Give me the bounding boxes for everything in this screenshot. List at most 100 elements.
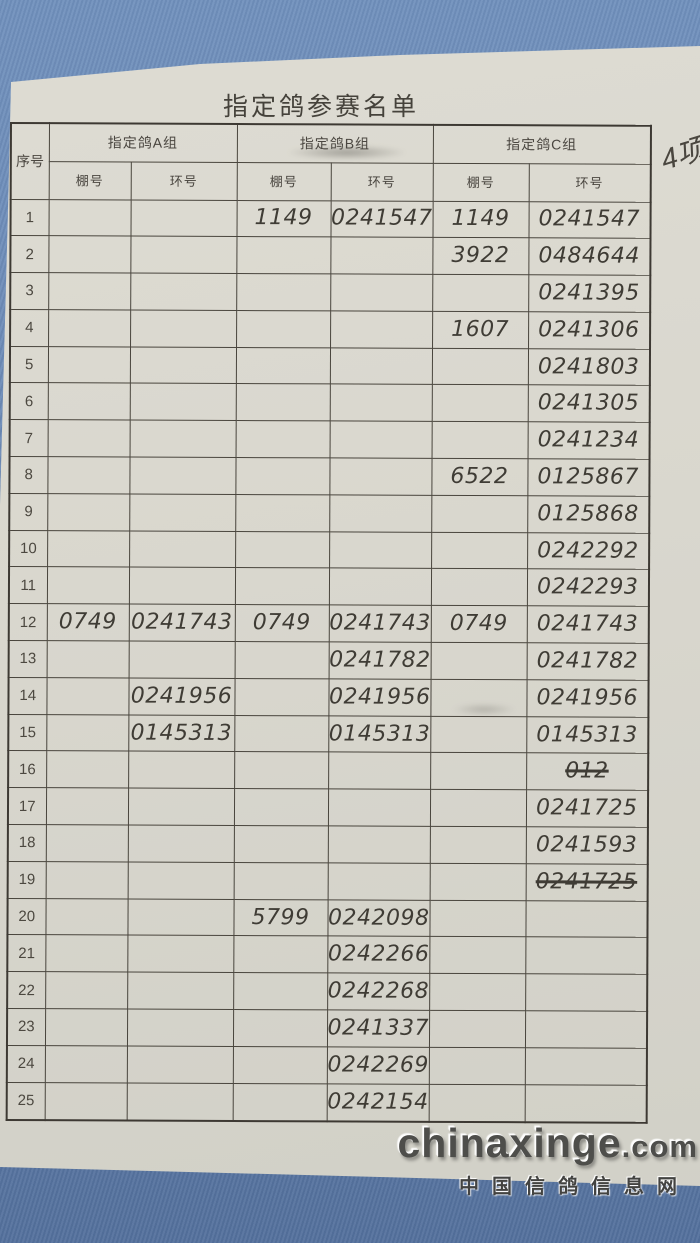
- serial-cell: 5: [9, 346, 49, 384]
- cell-b-loft: [236, 236, 331, 274]
- cell-a-ring: [129, 346, 237, 384]
- serial-cell: 15: [8, 714, 47, 752]
- cell-a-loft: [47, 346, 131, 384]
- table-row: 9 0125868: [9, 493, 650, 533]
- table-row: 25 0242154: [6, 1082, 647, 1123]
- cell-c-loft: [429, 899, 526, 938]
- cell-c-ring: [524, 1084, 647, 1123]
- cell-b-loft: [233, 788, 329, 826]
- cell-a-loft: [45, 935, 128, 973]
- cell-c-ring: [524, 1047, 647, 1085]
- cell-b-ring: [329, 457, 432, 496]
- cell-c-ring: 0241305: [527, 385, 650, 423]
- serial-cell: 24: [6, 1045, 45, 1083]
- cell-a-ring: [127, 935, 234, 973]
- cell-b-ring: 0241337: [326, 1009, 430, 1048]
- cell-c-ring: 012: [526, 753, 649, 791]
- table-row: 24 0242269: [6, 1045, 647, 1085]
- cell-c-loft: [430, 679, 527, 717]
- table-row: 19 0241725: [7, 861, 648, 901]
- serial-cell: 4: [10, 309, 49, 347]
- cell-a-ring: [128, 567, 236, 605]
- cell-a-loft: [47, 419, 130, 458]
- cell-b-ring: [329, 531, 432, 569]
- table-row: 22 0242268: [7, 971, 648, 1012]
- cell-c-loft: [429, 973, 526, 1011]
- cell-a-loft: [46, 677, 129, 715]
- pigeon-entry-table: 序号 指定鸽A组 指定鸽B组 指定鸽C组 棚号 环号 棚号 环号 棚号 环号 1…: [5, 122, 652, 1124]
- cell-a-ring: 0145313: [128, 714, 235, 752]
- cell-c-loft: 1607: [432, 311, 529, 349]
- cell-c-loft: 6522: [431, 458, 528, 496]
- cell-b-loft: [236, 310, 331, 348]
- cell-b-ring: 0242154: [326, 1083, 429, 1122]
- cell-c-loft: [430, 642, 527, 680]
- cell-c-loft: [431, 348, 529, 386]
- cell-c-ring: 0241743: [526, 606, 649, 644]
- cell-c-loft: [429, 789, 527, 827]
- cell-c-ring: 0241593: [525, 826, 648, 865]
- cell-a-ring: [127, 788, 235, 826]
- cell-b-loft: [233, 825, 328, 863]
- group-header-row: 序号 指定鸽A组 指定鸽B组 指定鸽C组: [10, 123, 651, 200]
- cell-a-loft: [46, 567, 130, 605]
- serial-cell: 11: [8, 566, 48, 604]
- cell-a-ring: 0241956: [128, 677, 235, 716]
- cell-a-ring: [130, 199, 237, 237]
- table-body: 1 1149 0241547 1149 0241547 2 3922 0484644 3 0241…: [6, 199, 651, 1123]
- cell-a-ring: [129, 457, 236, 495]
- cell-a-ring: [126, 1045, 233, 1084]
- cell-c-loft: [430, 715, 527, 754]
- serial-cell: 14: [8, 677, 47, 715]
- cell-c-loft: [430, 752, 527, 791]
- cell-c-loft: [430, 568, 528, 607]
- serial-cell: 17: [7, 787, 47, 825]
- cell-a-loft: [48, 272, 131, 310]
- cell-a-ring: [126, 1009, 234, 1047]
- cell-a-ring: [130, 236, 237, 274]
- cell-b-loft: 1149: [236, 199, 331, 238]
- group-c-ring-header: 环号: [528, 163, 651, 202]
- cell-c-loft: 1149: [432, 200, 529, 239]
- serial-cell: 21: [7, 934, 46, 972]
- table-row: 23 0241337: [6, 1008, 648, 1049]
- cell-a-ring: [127, 972, 234, 1010]
- cell-b-ring: 0242269: [326, 1046, 429, 1084]
- cell-b-ring: [329, 421, 432, 459]
- cell-b-loft: [232, 1009, 328, 1047]
- group-c-header: 指定鸽C组: [432, 124, 651, 164]
- table-row: 13 0241782 0241782: [8, 640, 649, 681]
- cell-a-ring: [127, 898, 234, 936]
- cell-b-loft: [232, 1083, 327, 1122]
- cell-b-ring: [329, 494, 432, 533]
- cell-b-loft: [234, 751, 329, 790]
- cell-b-ring: 0241743: [328, 605, 431, 643]
- cell-b-loft: [234, 641, 329, 679]
- cell-c-loft: [431, 532, 528, 570]
- cell-a-loft: [45, 861, 128, 899]
- cell-a-ring: [129, 420, 236, 458]
- cell-b-loft: [236, 273, 331, 311]
- cell-c-loft: [429, 863, 526, 901]
- cell-c-ring: 0484644: [528, 238, 651, 276]
- cell-a-ring: [129, 493, 236, 532]
- cell-c-loft: [429, 826, 526, 864]
- cell-b-loft: [235, 531, 330, 569]
- cell-b-loft: [235, 347, 331, 385]
- group-a-header: 指定鸽A组: [48, 123, 237, 162]
- serial-cell: 13: [8, 640, 47, 678]
- table-row: 18 0241593: [7, 824, 648, 865]
- cell-a-ring: [128, 751, 235, 789]
- cell-c-loft: [431, 384, 528, 423]
- cell-c-ring: 0241395: [528, 274, 651, 313]
- cell-b-ring: [328, 568, 432, 606]
- cell-b-ring: 0241956: [328, 678, 431, 716]
- page-title: 指定鸽参赛名单: [222, 93, 419, 121]
- cell-a-ring: [127, 861, 234, 900]
- cell-b-loft: [233, 972, 328, 1010]
- cell-a-loft: [45, 898, 128, 936]
- cell-b-loft: [234, 715, 329, 753]
- group-b-ring-header: 环号: [330, 162, 433, 201]
- table-row: 5 0241803: [9, 346, 651, 386]
